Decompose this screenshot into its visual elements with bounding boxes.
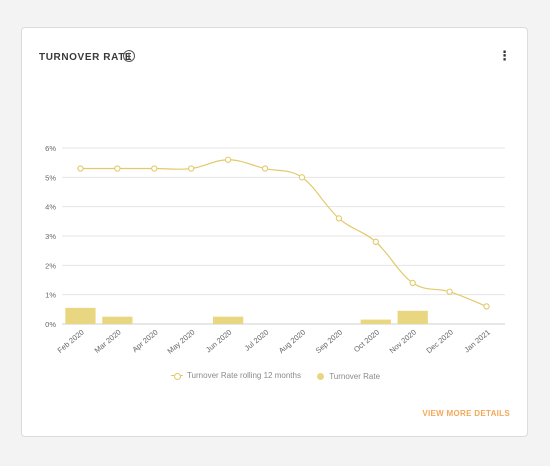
dot-marker-icon bbox=[317, 372, 325, 380]
line-point-7[interactable] bbox=[335, 215, 343, 222]
y-tick-label: 1% bbox=[45, 291, 56, 300]
line-point-9[interactable] bbox=[409, 279, 416, 287]
bar-1[interactable] bbox=[102, 316, 133, 324]
info-icon[interactable]: i bbox=[123, 50, 135, 62]
bar-9[interactable] bbox=[397, 310, 428, 324]
card-title: TURNOVER RATE bbox=[39, 52, 133, 63]
line-point-11[interactable] bbox=[483, 303, 490, 310]
x-tick-label: Aug 2020 bbox=[277, 328, 307, 356]
bar-8[interactable] bbox=[360, 319, 391, 324]
line-point-0[interactable] bbox=[77, 165, 84, 172]
x-tick-label: Oct 2020 bbox=[352, 328, 381, 354]
line-point-3[interactable] bbox=[188, 165, 195, 172]
more-vertical-icon[interactable]: ⋮ bbox=[498, 48, 511, 63]
x-tick-label: Sep 2020 bbox=[314, 328, 344, 356]
x-tick-label: Nov 2020 bbox=[388, 328, 418, 356]
line-point-6[interactable] bbox=[298, 174, 306, 181]
line-point-1[interactable] bbox=[114, 165, 121, 172]
turnover-rate-card: TURNOVER RATE i ⋮ 0% 1% 2% 3% 4% 5% 6% Feb 202… bbox=[21, 27, 528, 437]
y-tick-label: 3% bbox=[45, 232, 56, 241]
x-tick-label: Apr 2020 bbox=[130, 328, 159, 354]
y-tick-label: 0% bbox=[45, 320, 56, 329]
x-tick-label: Dec 2020 bbox=[425, 328, 455, 356]
x-tick-label: May 2020 bbox=[165, 328, 196, 356]
turnover-chart: 0% 1% 2% 3% 4% 5% 6% Feb 2020 Mar 2020 Apr 2020 M… bbox=[45, 144, 505, 356]
x-tick-label: Mar 2020 bbox=[93, 328, 123, 355]
x-tick-label: Jan 2021 bbox=[462, 328, 491, 355]
rolling-line bbox=[80, 159, 487, 307]
y-tick-label: 2% bbox=[45, 261, 56, 270]
y-tick-label: 4% bbox=[45, 203, 56, 212]
x-tick-label: Jul 2020 bbox=[243, 328, 271, 353]
line-point-2[interactable] bbox=[151, 165, 158, 172]
y-tick-label: 6% bbox=[45, 144, 56, 153]
line-point-10[interactable] bbox=[446, 288, 453, 295]
legend-label-rate: Turnover Rate bbox=[329, 371, 381, 381]
view-more-details-link[interactable]: VIEW MORE DETAILS bbox=[422, 409, 510, 418]
x-tick-label: Feb 2020 bbox=[56, 328, 86, 355]
legend-item-rate[interactable]: Turnover Rate bbox=[317, 372, 380, 381]
line-point-5[interactable] bbox=[261, 165, 269, 172]
bar-4[interactable] bbox=[212, 316, 244, 324]
x-tick-label: Jun 2020 bbox=[204, 328, 233, 355]
line-point-4[interactable] bbox=[224, 156, 232, 163]
legend-item-rolling[interactable]: Turnover Rate rolling 12 months bbox=[170, 371, 301, 380]
line-marker-icon bbox=[170, 372, 183, 380]
y-tick-label: 5% bbox=[45, 173, 56, 182]
chart-legend: Turnover Rate rolling 12 months Turnover… bbox=[22, 371, 529, 382]
line-point-8[interactable] bbox=[372, 238, 379, 246]
legend-label-rolling: Turnover Rate rolling 12 months bbox=[186, 371, 301, 380]
bar-0[interactable] bbox=[65, 307, 96, 324]
